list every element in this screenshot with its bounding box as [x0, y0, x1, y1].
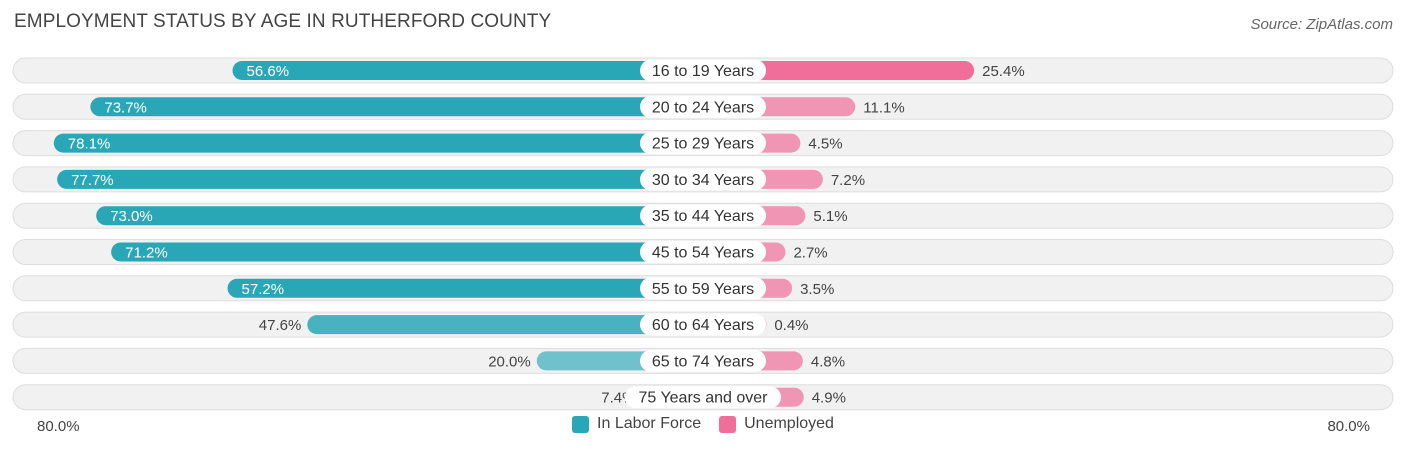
data-label-labor-force: 56.6%	[247, 63, 290, 80]
category-pill	[640, 313, 766, 336]
data-label-labor-force: 78.1%	[68, 136, 111, 153]
legend-swatch-labor-force	[572, 415, 590, 433]
data-label-unemployed: 4.5%	[808, 136, 842, 153]
category-pill	[640, 95, 766, 118]
category-label: 45 to 54 Years	[652, 245, 754, 262]
bar-labor-force	[53, 133, 703, 153]
category-pill	[640, 277, 766, 300]
legend: In Labor Force Unemployed	[0, 415, 1406, 433]
data-label-unemployed: 3.5%	[800, 281, 834, 298]
data-label-labor-force: 57.2%	[242, 281, 285, 298]
category-pill	[625, 386, 781, 409]
category-pill	[640, 168, 766, 191]
legend-label-unemployed: Unemployed	[744, 415, 834, 432]
bar-labor-force	[57, 169, 703, 189]
category-pill	[640, 59, 766, 82]
data-label-unemployed: 2.7%	[793, 245, 827, 262]
data-label-labor-force: 20.0%	[488, 353, 531, 370]
category-pill	[640, 204, 766, 227]
data-label-labor-force: 73.0%	[110, 208, 153, 225]
chart-source: Source: ZipAtlas.com	[1250, 16, 1393, 33]
category-label: 55 to 59 Years	[652, 281, 754, 298]
legend-label-labor-force: In Labor Force	[597, 415, 702, 432]
axis-label-left: 80.0%	[37, 418, 80, 435]
bar-labor-force	[96, 206, 703, 226]
data-label-unemployed: 25.4%	[982, 63, 1025, 80]
data-label-unemployed: 11.1%	[863, 99, 904, 116]
data-label-unemployed: 7.2%	[831, 172, 865, 189]
category-label: 30 to 34 Years	[652, 172, 754, 189]
category-label: 16 to 19 Years	[652, 63, 754, 80]
data-label-labor-force: 73.7%	[104, 99, 147, 116]
data-label-labor-force: 47.6%	[259, 317, 302, 334]
data-label-labor-force: 71.2%	[125, 245, 168, 262]
category-label: 20 to 24 Years	[652, 99, 754, 116]
category-pill	[640, 241, 766, 263]
bar-labor-force	[227, 278, 703, 298]
category-pill	[640, 132, 766, 155]
category-label: 25 to 29 Years	[652, 136, 754, 153]
bar-labor-force	[90, 97, 703, 117]
axis-label-right: 80.0%	[1327, 418, 1370, 435]
data-label-unemployed: 4.9%	[812, 390, 846, 407]
legend-swatch-unemployed	[719, 415, 737, 433]
bar-labor-force	[232, 61, 703, 80]
bar-unemployed	[703, 61, 975, 80]
data-label-unemployed: 5.1%	[813, 208, 847, 225]
bar-labor-force	[111, 242, 703, 262]
data-label-labor-force: 77.7%	[71, 172, 114, 189]
data-label-unemployed: 4.8%	[811, 353, 845, 370]
legend-item-unemployed[interactable]: Unemployed	[719, 415, 834, 433]
category-label: 35 to 44 Years	[652, 208, 754, 225]
bar-labor-force	[307, 315, 703, 335]
chart-title: EMPLOYMENT STATUS BY AGE IN RUTHERFORD C…	[14, 11, 552, 32]
legend-item-labor-force[interactable]: In Labor Force	[572, 415, 701, 433]
category-label: 65 to 74 Years	[652, 353, 754, 370]
data-label-unemployed: 0.4%	[774, 317, 808, 334]
category-pill	[640, 349, 766, 372]
category-label: 60 to 64 Years	[652, 317, 754, 334]
category-label: 75 Years and over	[639, 390, 769, 407]
